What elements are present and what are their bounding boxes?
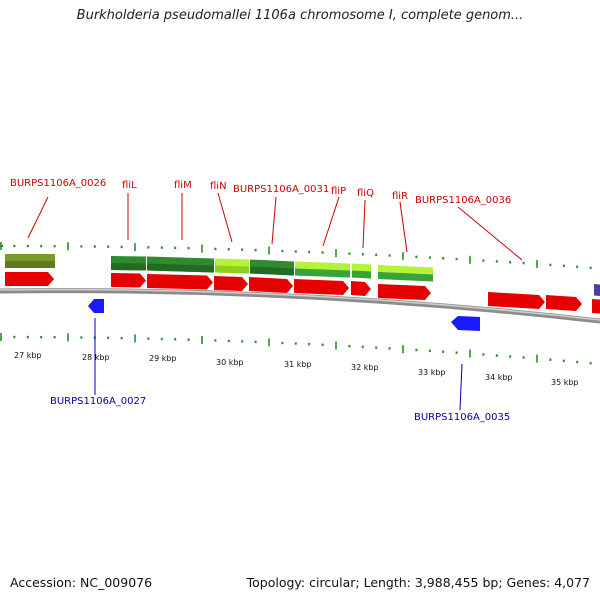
summary-text: Topology: circular; Length: 3,988,455 bp… [246,575,590,590]
cds-arrow [147,274,213,290]
cds-arrow [214,276,248,291]
lower-ticks [0,333,592,365]
reverse-cds-track [88,299,480,331]
cds-arrow [294,279,349,295]
gene-label-flir: fliR [392,191,408,202]
scale-labels: 27 kbp 28 kbp 29 kbp 30 kbp 31 kbp 32 kb… [14,351,579,387]
forward-cds-track [5,272,600,314]
cds-arrow [378,284,431,300]
scale-label: 32 kbp [351,363,379,372]
cds-arrow [249,277,293,293]
gene-label-fliq: fliQ [357,188,374,199]
scale-label: 34 kbp [485,373,513,382]
cds-arrow [111,273,146,288]
gene-label-flip: fliP [331,186,346,197]
gene-feature-track [5,254,433,282]
cds-arrow [488,292,545,309]
cds-arrow [546,295,582,311]
scale-label: 28 kbp [82,353,110,362]
gene-label-burps1106a-0026: BURPS1106A_0026 [10,178,106,189]
map-title: Burkholderia pseudomallei 1106a chromoso… [76,8,524,23]
gene-block-olive-shade [5,261,55,268]
gene-label-flin: fliN [210,181,227,192]
scale-label: 30 kbp [216,358,244,367]
scale-label: 35 kbp [551,378,579,387]
accession-text: Accession: NC_009076 [10,575,153,590]
genome-backbone [0,288,600,324]
bottom-gene-labels[interactable] [94,318,463,411]
top-gene-labels[interactable] [27,192,523,261]
scale-label: 29 kbp [149,354,177,363]
upper-ticks [0,242,592,270]
cds-arrow [592,299,600,314]
cds-arrow-reverse [451,316,480,331]
scale-label: 27 kbp [14,351,42,360]
cds-arrow [5,272,54,286]
gene-label-flim: fliM [174,180,192,191]
gene-label-burps1106a-0031: BURPS1106A_0031 [233,184,329,195]
gene-label-burps1106a-0036: BURPS1106A_0036 [415,195,511,206]
cds-arrow [351,281,371,296]
cds-arrow-reverse [88,299,104,313]
scale-label: 31 kbp [284,360,312,369]
gene-label-flil: fliL [122,180,137,191]
scale-label: 33 kbp [418,368,446,377]
gene-label-burps1106a-0027[interactable]: BURPS1106A_0027 [50,396,146,407]
top-gene-label-text[interactable]: BURPS1106A_0026 fliL fliM fliN BURPS1106… [10,178,511,206]
gene-label-burps1106a-0035[interactable]: BURPS1106A_0035 [414,412,510,423]
